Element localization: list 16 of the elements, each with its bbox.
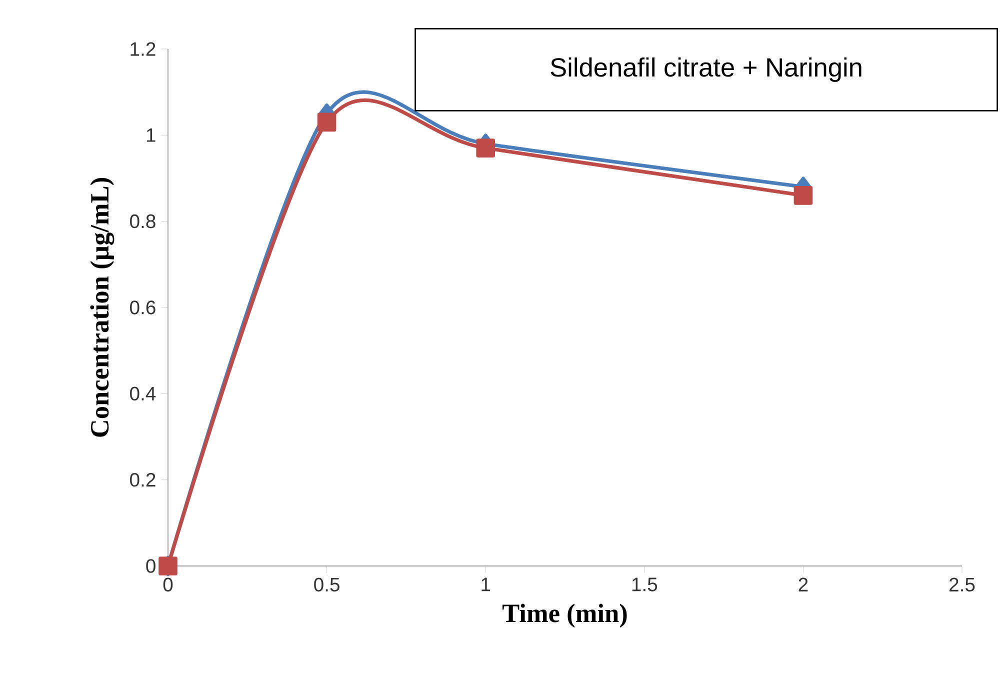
y-tick-label: 0.6	[130, 300, 156, 314]
x-tick-label: 1.5	[632, 578, 658, 592]
x-tick-label: 1	[482, 578, 490, 592]
y-axis-title: Concentration (µg/mL)	[90, 178, 114, 437]
y-tick-label: 0	[146, 559, 156, 573]
x-tick-label: 0.5	[314, 578, 340, 592]
x-tick-label: 0	[163, 578, 173, 592]
y-tick-label: 1.2	[130, 42, 156, 56]
y-tick-label: 0.8	[130, 214, 156, 228]
y-tick-label: 0.2	[130, 472, 156, 487]
y-tick-label: 0.4	[130, 386, 156, 401]
x-tick-label: 2	[798, 578, 808, 592]
x-axis-title: Time (min)	[502, 604, 627, 628]
x-tick-label: 2.5	[950, 578, 975, 592]
chart-title: Sildenafil citrate + Naringin	[550, 57, 862, 82]
y-tick-label: 1	[146, 128, 156, 142]
